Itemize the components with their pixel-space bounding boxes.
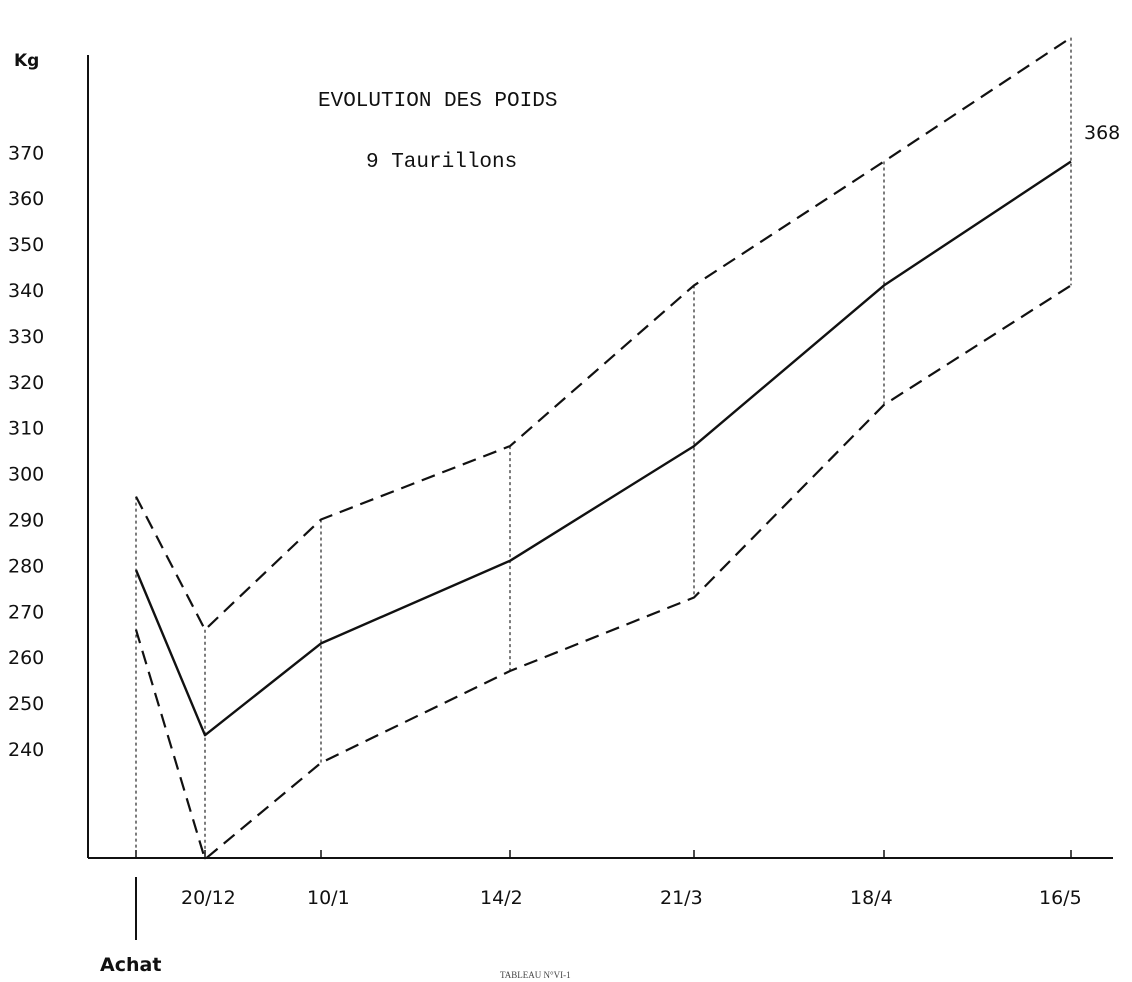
chart-title: EVOLUTION DES POIDS <box>318 90 557 113</box>
x-axis: 20/12 10/1 14/2 21/3 18/4 16/5 Achat <box>88 850 1113 976</box>
y-tick-label: 240 <box>8 739 44 761</box>
x-tick-label: 16/5 <box>1039 887 1082 909</box>
x-tick-label: 10/1 <box>307 887 350 909</box>
y-tick-label: 300 <box>8 464 44 486</box>
mean-weight-line <box>134 160 1072 737</box>
y-tick-labels: 240 250 260 270 280 290 300 310 320 330 340 350 360 3… <box>8 142 44 761</box>
y-tick-label: 340 <box>8 280 44 302</box>
range-connectors <box>135 37 1072 860</box>
end-value-label: 368 <box>1084 122 1120 144</box>
footer-caption: TABLEAU N°VI-1 <box>500 970 571 980</box>
x-tick-label: 14/2 <box>480 887 523 909</box>
y-tick-label: 260 <box>8 647 44 669</box>
y-tick-label: 250 <box>8 693 44 715</box>
chart-title-block: EVOLUTION DES POIDS 9 Taurillons <box>318 90 557 174</box>
series-lines <box>134 36 1072 861</box>
y-axis: Kg 240 250 260 270 280 290 300 310 320 330 340 350 3… <box>8 51 89 858</box>
x-tick-label: 21/3 <box>660 887 703 909</box>
upper-bound-line <box>135 36 1072 631</box>
lower-bound-line <box>134 284 1072 861</box>
y-tick-label: 350 <box>8 234 44 256</box>
y-tick-label: 290 <box>8 510 44 532</box>
y-tick-label: 270 <box>8 601 44 623</box>
achat-label: Achat <box>100 954 161 976</box>
y-tick-label: 330 <box>8 326 44 348</box>
x-tick-label: 18/4 <box>850 887 893 909</box>
chart-subtitle: 9 Taurillons <box>366 151 517 174</box>
y-tick-label: 360 <box>8 188 44 210</box>
y-tick-label: 320 <box>8 372 44 394</box>
y-tick-label: 280 <box>8 555 44 577</box>
x-ticks: 20/12 10/1 14/2 21/3 18/4 16/5 <box>135 850 1082 909</box>
x-tick-label: 20/12 <box>181 887 236 909</box>
y-tick-label: 370 <box>8 142 44 164</box>
y-axis-unit-label: Kg <box>14 51 39 71</box>
y-tick-label: 310 <box>8 418 44 440</box>
